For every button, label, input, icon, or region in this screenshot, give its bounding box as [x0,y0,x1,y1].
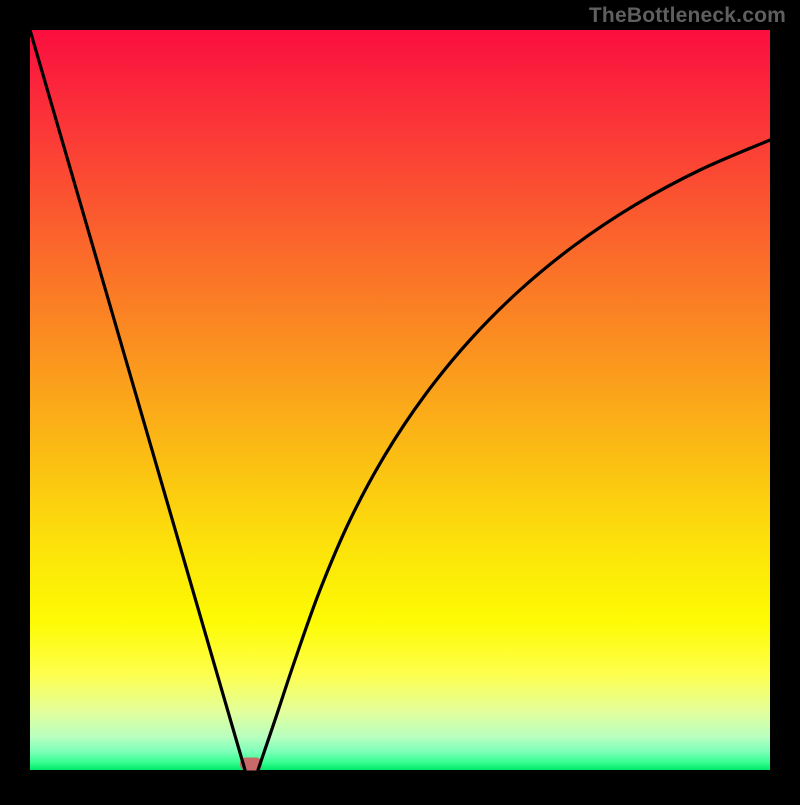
bottleneck-chart [0,0,800,800]
chart-canvas [0,0,800,800]
plot-background [30,30,770,770]
watermark-text: TheBottleneck.com [589,4,786,28]
